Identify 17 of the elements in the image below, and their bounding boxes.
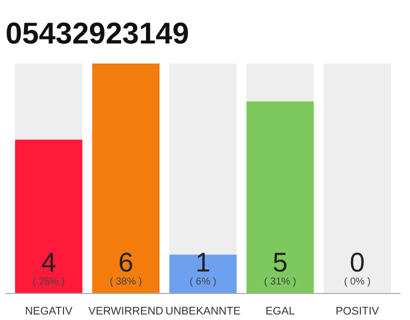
x-tick-label: VERWIRREND (88, 306, 164, 318)
annotation: ( 0% ) (344, 276, 371, 288)
annotation: ( 25% ) (32, 276, 65, 288)
x-tick-label: UNBEKANNTE (165, 306, 241, 318)
data-label: 1 (195, 248, 211, 278)
annotation: ( 6% ) (190, 276, 216, 288)
x-tick-label: POSITIV (336, 306, 380, 318)
annotation: ( 31% ) (264, 276, 296, 288)
x-tick-label: NEGATIV (24, 306, 74, 318)
data-label: 6 (118, 248, 134, 278)
data-label: 5 (272, 248, 288, 278)
annotation: ( 38% ) (110, 276, 142, 288)
chart-title: 05432923149 (6, 18, 190, 50)
data-label: 0 (350, 248, 365, 278)
bar (169, 254, 237, 294)
data-label: 4 (41, 248, 56, 278)
x-tick-label: EGAL (265, 306, 295, 318)
